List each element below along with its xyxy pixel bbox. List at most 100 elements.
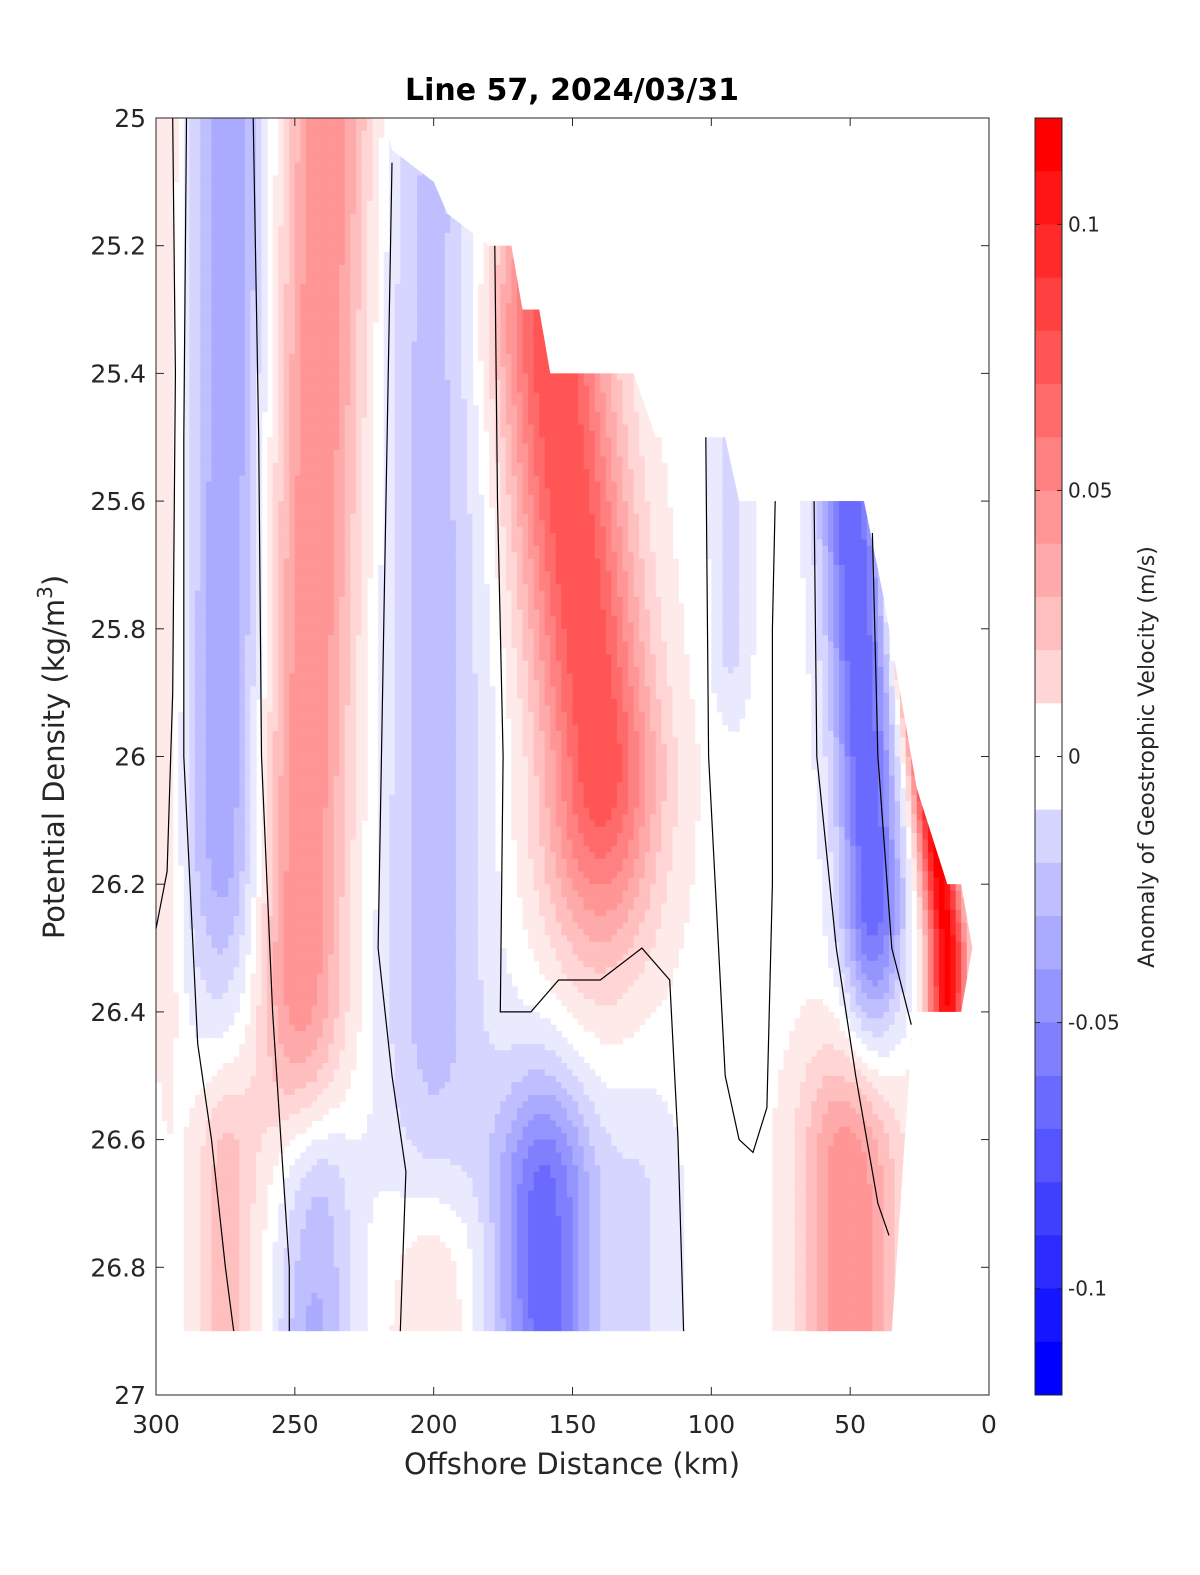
heat-cell bbox=[161, 124, 168, 132]
heat-cell bbox=[217, 1120, 224, 1128]
heat-cell bbox=[311, 124, 318, 132]
heat-cell bbox=[222, 264, 229, 272]
heat-cell bbox=[222, 430, 229, 438]
heat-cell bbox=[189, 443, 196, 451]
heat-cell bbox=[305, 679, 313, 687]
heat-cell bbox=[300, 488, 307, 496]
heat-cell bbox=[289, 833, 296, 841]
heat-cell bbox=[206, 322, 213, 330]
heat-cell bbox=[161, 839, 168, 847]
heat-cell bbox=[239, 1050, 246, 1058]
heat-cell bbox=[311, 871, 318, 879]
heat-cell bbox=[206, 897, 213, 904]
heat-cell bbox=[156, 392, 163, 400]
heat-cell bbox=[272, 488, 279, 496]
heat-cell bbox=[300, 322, 307, 330]
heat-cell bbox=[206, 309, 213, 317]
heat-cell bbox=[189, 1177, 196, 1185]
heat-cell bbox=[289, 622, 296, 630]
heat-cell bbox=[239, 1216, 246, 1224]
heat-cell bbox=[194, 1146, 202, 1153]
heat-cell bbox=[211, 271, 218, 279]
heat-cell bbox=[244, 545, 252, 553]
heat-cell bbox=[211, 743, 218, 751]
heat-cell bbox=[300, 724, 307, 732]
heat-cell bbox=[156, 239, 163, 247]
heat-cell bbox=[233, 1254, 240, 1262]
heat-cell bbox=[300, 443, 307, 451]
heat-cell bbox=[194, 935, 202, 943]
heat-cell bbox=[272, 928, 279, 936]
heat-cell bbox=[211, 360, 218, 368]
heat-cell bbox=[250, 1305, 257, 1313]
heat-cell bbox=[250, 1050, 257, 1058]
heat-cell bbox=[233, 322, 240, 330]
heat-cell bbox=[305, 571, 313, 579]
heat-cell bbox=[161, 347, 168, 355]
heat-cell bbox=[272, 252, 279, 260]
heat-cell bbox=[183, 194, 190, 202]
heat-cell bbox=[289, 169, 296, 177]
heat-cell bbox=[300, 673, 307, 681]
heat-cell bbox=[189, 1146, 196, 1153]
heat-cell bbox=[211, 481, 218, 489]
heat-cell bbox=[200, 411, 207, 419]
heat-cell bbox=[305, 609, 313, 617]
heat-cell bbox=[200, 571, 207, 579]
heat-cell bbox=[183, 220, 190, 228]
heat-cell bbox=[172, 169, 179, 177]
heat-cell bbox=[194, 437, 202, 445]
heat-cell bbox=[294, 1197, 301, 1205]
heat-cell bbox=[244, 220, 252, 228]
heat-cell bbox=[233, 1177, 240, 1185]
heat-cell bbox=[278, 871, 285, 879]
heat-cell bbox=[250, 686, 257, 694]
heat-cell bbox=[206, 584, 213, 592]
heat-cell bbox=[311, 1037, 318, 1045]
heat-cell bbox=[228, 118, 235, 125]
heat-cell bbox=[283, 552, 290, 560]
heat-cell bbox=[161, 1094, 168, 1102]
heat-cell bbox=[233, 705, 240, 713]
heat-cell bbox=[272, 782, 279, 789]
heat-cell bbox=[183, 1260, 190, 1268]
heat-cell bbox=[233, 520, 240, 528]
heat-cell bbox=[217, 1101, 224, 1109]
heat-cell bbox=[311, 290, 318, 298]
heat-cell bbox=[300, 162, 307, 170]
heat-cell bbox=[156, 590, 163, 598]
heat-cell bbox=[211, 1184, 218, 1192]
heat-cell bbox=[239, 526, 246, 534]
heat-cell bbox=[217, 922, 224, 930]
heat-cell bbox=[311, 1050, 318, 1058]
heat-cell bbox=[278, 1114, 285, 1122]
heat-cell bbox=[300, 928, 307, 936]
heat-cell bbox=[278, 539, 285, 547]
heat-cell bbox=[300, 201, 307, 208]
heat-cell bbox=[305, 162, 313, 170]
heat-cell bbox=[189, 845, 196, 853]
heat-cell bbox=[244, 928, 252, 936]
heat-cell bbox=[200, 890, 207, 898]
heat-cell bbox=[300, 181, 307, 189]
heat-cell bbox=[294, 635, 301, 643]
heat-cell bbox=[194, 194, 202, 202]
heat-cell bbox=[200, 1126, 207, 1134]
heat-cell bbox=[317, 284, 324, 291]
heat-cell bbox=[167, 628, 174, 636]
heat-cell bbox=[289, 928, 296, 936]
heat-cell bbox=[200, 277, 207, 285]
heat-cell bbox=[183, 788, 190, 796]
heat-cell bbox=[228, 239, 235, 247]
heat-cell bbox=[189, 437, 196, 445]
heat-cell bbox=[278, 1209, 285, 1217]
heat-cell bbox=[256, 692, 263, 700]
heat-cell bbox=[200, 501, 207, 509]
heat-cell bbox=[228, 488, 235, 496]
heat-cell bbox=[244, 1324, 252, 1332]
heat-cell bbox=[239, 1082, 246, 1090]
heat-cell bbox=[167, 724, 174, 732]
heat-cell bbox=[311, 481, 318, 489]
heat-cell bbox=[217, 1114, 224, 1122]
heat-cell bbox=[300, 367, 307, 374]
